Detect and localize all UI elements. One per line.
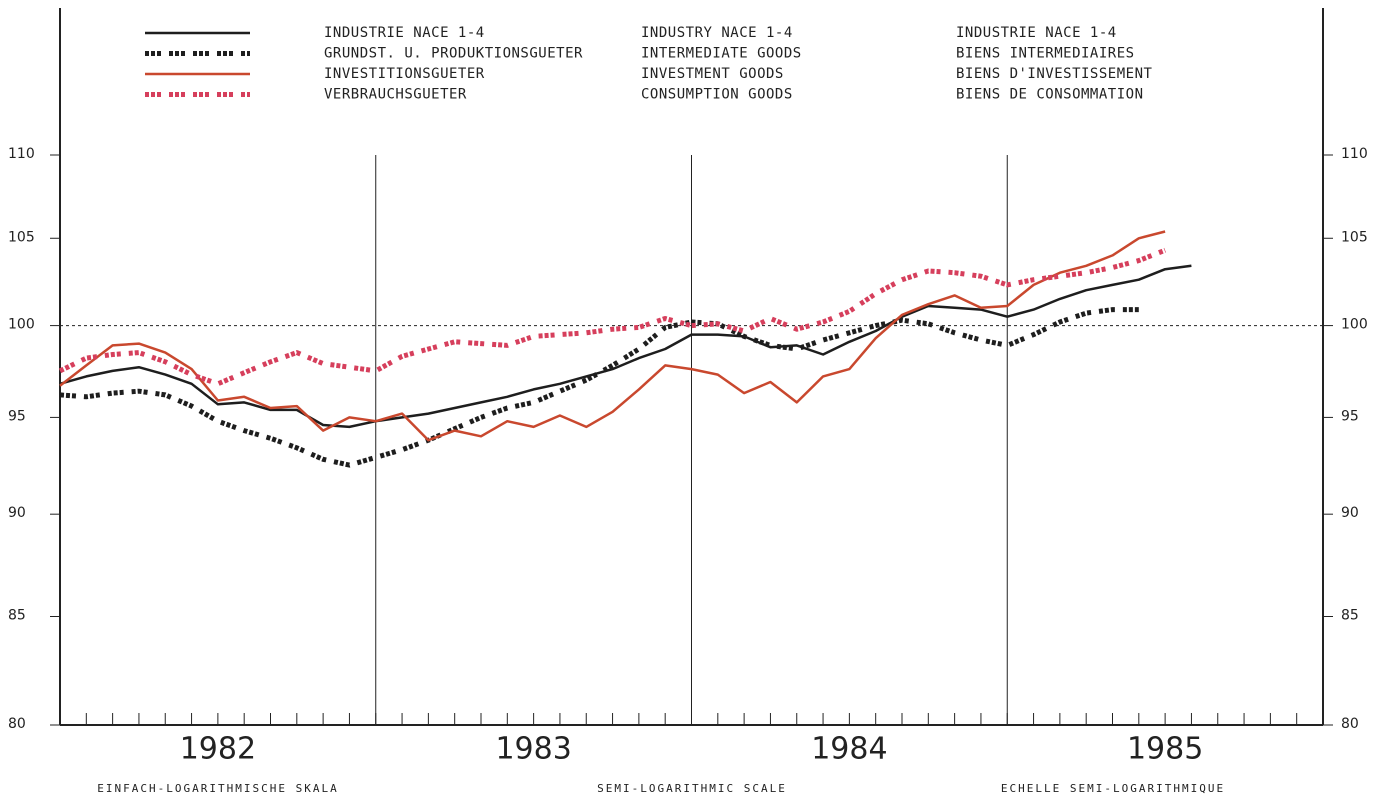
footer-label: EINFACH-LOGARITHMISCHE SKALA xyxy=(97,782,338,795)
footer-label: ECHELLE SEMI-LOGARITHMIQUE xyxy=(1001,782,1225,795)
y-tick-label: 80 xyxy=(8,716,26,732)
year-label: 1982 xyxy=(180,732,256,767)
y-tick-label: 100 xyxy=(1341,317,1368,333)
y-tick-label: 80 xyxy=(1341,716,1359,732)
y-tick-label: 95 xyxy=(8,408,26,424)
legend-label-fr: INDUSTRIE NACE 1-4 xyxy=(956,25,1117,41)
legend-label-en: INDUSTRY NACE 1-4 xyxy=(641,25,793,41)
legend-label-fr: BIENS DE CONSOMMATION xyxy=(956,87,1144,103)
legend-label-en: INTERMEDIATE GOODS xyxy=(641,46,802,62)
y-tick-label: 90 xyxy=(8,505,26,521)
y-tick-label: 95 xyxy=(1341,408,1359,424)
series-line xyxy=(59,230,1166,442)
legend-label: VERBRAUCHSGUETER xyxy=(324,87,467,103)
year-label: 1984 xyxy=(811,732,887,767)
legend-label: GRUNDST. U. PRODUKTIONSGUETER xyxy=(324,46,583,62)
footer-label: SEMI-LOGARITHMIC SCALE xyxy=(597,782,787,795)
y-tick-label: 110 xyxy=(1341,146,1368,162)
legend-label-en: CONSUMPTION GOODS xyxy=(641,87,793,103)
y-tick-label: 105 xyxy=(8,229,35,245)
year-label: 1985 xyxy=(1127,732,1203,767)
y-tick-label: 105 xyxy=(1341,229,1368,245)
series-line xyxy=(58,247,1167,387)
series-line xyxy=(59,264,1192,429)
legend-label-en: INVESTMENT GOODS xyxy=(641,66,784,82)
y-tick-label: 100 xyxy=(8,317,35,333)
y-tick-label: 110 xyxy=(8,146,35,162)
y-tick-label: 90 xyxy=(1341,505,1359,521)
legend-label: INVESTITIONSGUETER xyxy=(324,66,485,82)
y-tick-label: 85 xyxy=(1341,607,1359,623)
legend-label-fr: BIENS D'INVESTISSEMENT xyxy=(956,66,1153,82)
legend-label: INDUSTRIE NACE 1-4 xyxy=(324,25,485,41)
year-label: 1983 xyxy=(495,732,571,767)
y-tick-label: 85 xyxy=(8,607,26,623)
legend-label-fr: BIENS INTERMEDIAIRES xyxy=(956,46,1135,62)
